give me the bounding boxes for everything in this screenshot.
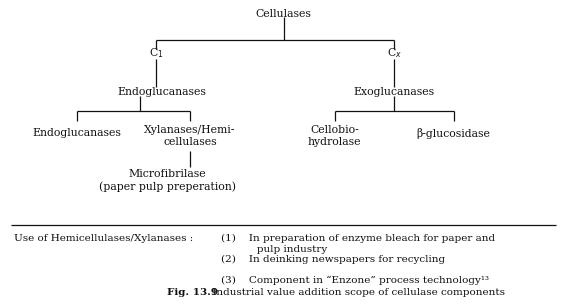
Text: Exoglucanases: Exoglucanases: [353, 87, 435, 97]
Text: Endoglucanases: Endoglucanases: [117, 87, 206, 97]
Text: C$_1$: C$_1$: [149, 47, 163, 61]
Text: (2)    In deinking newspapers for recycling: (2) In deinking newspapers for recycling: [221, 255, 445, 264]
Text: Endoglucanases: Endoglucanases: [32, 128, 121, 138]
Text: Cellobio-
hydrolase: Cellobio- hydrolase: [308, 125, 361, 147]
Text: Cellulases: Cellulases: [256, 9, 311, 19]
Text: Use of Hemicellulases/Xylanases :: Use of Hemicellulases/Xylanases :: [14, 234, 193, 243]
Text: Microfibrilase
(paper pulp preperation): Microfibrilase (paper pulp preperation): [99, 170, 236, 192]
Text: Xylanases/Hemi-
cellulases: Xylanases/Hemi- cellulases: [144, 125, 236, 147]
Text: Industrial value addition scope of cellulase components: Industrial value addition scope of cellu…: [209, 288, 505, 297]
Text: β-glucosidase: β-glucosidase: [417, 128, 490, 139]
Text: C$_x$: C$_x$: [387, 47, 401, 61]
Text: (1)    In preparation of enzyme bleach for paper and
           pulp industry: (1) In preparation of enzyme bleach for …: [221, 234, 495, 254]
Text: Fig. 13.9: Fig. 13.9: [167, 288, 218, 297]
Text: (3)    Component in “Enzone” process technology¹³: (3) Component in “Enzone” process techno…: [221, 276, 489, 285]
